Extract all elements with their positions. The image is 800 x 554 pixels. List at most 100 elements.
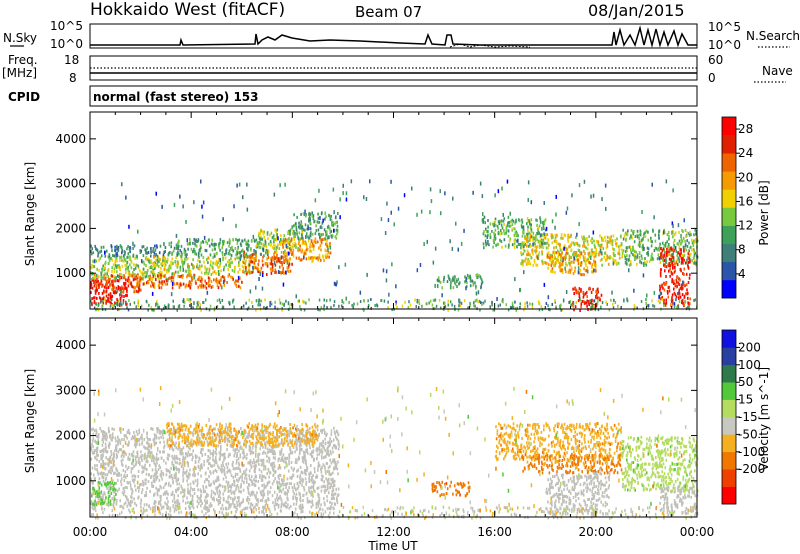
x-tick-label: 16:00 bbox=[477, 525, 512, 539]
beam-label: Beam 07 bbox=[355, 3, 422, 21]
y-tick-label: 2000 bbox=[55, 221, 86, 235]
colorbar-tick-label: -15 bbox=[738, 410, 758, 424]
data-region bbox=[482, 215, 547, 250]
y-tick-label: 1000 bbox=[55, 474, 86, 488]
power-heatmap: 1000 2000 3000 4000 bbox=[55, 111, 699, 312]
velocity-ylabel: Slant Range [km] bbox=[23, 369, 37, 473]
x-tick-label: 00:00 bbox=[680, 525, 715, 539]
colorbar-segment bbox=[722, 347, 736, 366]
colorbar-segment bbox=[722, 451, 736, 470]
cpid-label: CPID bbox=[8, 90, 40, 104]
nsearch-trace bbox=[449, 43, 531, 48]
data-region bbox=[621, 435, 699, 493]
colorbar-segment bbox=[722, 364, 736, 383]
xaxis-label: Time UT bbox=[367, 539, 418, 553]
data-region bbox=[90, 255, 167, 281]
velocity-colorbar: 200 100 50 15 -15 -50 -100 -200 bbox=[721, 329, 765, 505]
colorbar-tick-label: 20 bbox=[738, 170, 753, 184]
colorbar-segment bbox=[722, 117, 736, 136]
colorbar-segment bbox=[722, 207, 736, 226]
data-region bbox=[494, 422, 623, 462]
colorbar-segment bbox=[722, 153, 736, 172]
y-tick-label: 2000 bbox=[55, 429, 86, 443]
x-tick-label: 00:00 bbox=[73, 525, 108, 539]
power-colorbar: 4 8 12 16 20 24 28 bbox=[721, 116, 753, 299]
sparse-echoes bbox=[92, 386, 697, 516]
colorbar-segment bbox=[722, 486, 736, 505]
colorbar-segment bbox=[722, 399, 736, 418]
y-tick-label: 3000 bbox=[55, 177, 86, 191]
data-region bbox=[431, 480, 471, 498]
colorbar-tick-label: 12 bbox=[738, 219, 753, 233]
colorbar-tick-label: -100 bbox=[738, 445, 765, 459]
nsky-panel bbox=[89, 23, 698, 49]
nsky-trace bbox=[90, 25, 697, 48]
colorbar-tick-label: 4 bbox=[738, 267, 746, 281]
colorbar-tick-label: -50 bbox=[738, 427, 758, 441]
colorbar-tick-label: 16 bbox=[738, 194, 753, 208]
freq-unit: [MHz] bbox=[2, 66, 37, 80]
nave-max: 60 bbox=[708, 53, 723, 67]
colorbar-segment bbox=[722, 135, 736, 154]
y-tick-label: 4000 bbox=[55, 338, 86, 352]
colorbar-segment bbox=[722, 261, 736, 281]
data-region bbox=[90, 244, 167, 258]
colorbar-segment bbox=[722, 171, 736, 190]
nave-min: 0 bbox=[708, 71, 716, 85]
colorbar-tick-label: 200 bbox=[738, 340, 761, 354]
y-tick-label: 1000 bbox=[55, 266, 86, 280]
data-region bbox=[659, 246, 691, 308]
data-region bbox=[621, 228, 699, 267]
nsky-label: N.Sky bbox=[3, 31, 37, 45]
data-region bbox=[521, 453, 623, 475]
colorbar-tick-label: 15 bbox=[738, 393, 753, 407]
colorbar-segment bbox=[722, 469, 736, 487]
data-region bbox=[546, 250, 597, 277]
colorbar-tick-label: 28 bbox=[738, 122, 753, 136]
nsearch-label: N.Search bbox=[746, 29, 800, 43]
data-region bbox=[659, 485, 699, 516]
date-label: 08/Jan/2015 bbox=[588, 1, 685, 20]
colorbar-segment bbox=[722, 225, 736, 244]
colorbar-segment bbox=[722, 382, 736, 400]
data-region bbox=[128, 273, 243, 290]
velocity-heatmap: 1000 2000 3000 4000 00:00 04:00 08:00 12:00 16:0… bbox=[55, 317, 715, 539]
colorbar-tick-label: 24 bbox=[738, 146, 753, 160]
nsearch-max: 10^5 bbox=[708, 20, 741, 34]
data-region bbox=[255, 228, 307, 254]
nave-label: Nave bbox=[762, 64, 793, 78]
colorbar-segment bbox=[722, 417, 736, 435]
freq-label: Freq. bbox=[8, 53, 38, 67]
y-tick-label: 4000 bbox=[55, 132, 86, 146]
x-tick-label: 12:00 bbox=[376, 525, 411, 539]
x-tick-label: 08:00 bbox=[275, 525, 310, 539]
cpid-value: normal (fast stereo) 153 bbox=[93, 90, 259, 104]
colorbar-segment bbox=[722, 243, 736, 263]
sparse-echoes bbox=[93, 179, 685, 309]
freq-min: 8 bbox=[69, 71, 77, 85]
y-tick-label: 3000 bbox=[55, 383, 86, 397]
x-tick-label: 20:00 bbox=[579, 525, 614, 539]
cpid-panel bbox=[89, 85, 698, 107]
colorbar-tick-label: -200 bbox=[738, 462, 765, 476]
power-ylabel: Slant Range [km] bbox=[23, 162, 37, 266]
station-title: Hokkaido West (fitACF) bbox=[90, 0, 285, 20]
data-region bbox=[436, 273, 484, 290]
colorbar-segment bbox=[722, 434, 736, 453]
x-tick-label: 04:00 bbox=[174, 525, 209, 539]
data-region bbox=[545, 471, 610, 516]
colorbar-segment bbox=[722, 279, 736, 299]
colorbar-tick-label: 100 bbox=[738, 358, 761, 372]
colorbar-segment bbox=[722, 330, 736, 348]
nsky-max: 10^5 bbox=[50, 19, 83, 33]
colorbar-tick-label: 50 bbox=[738, 375, 753, 389]
velocity-colorbar-label: Velocity [m s^-1] bbox=[757, 367, 771, 471]
colorbars: 4 8 12 16 20 24 28 200 100 50 15 -15 -50 -100 -200 bbox=[721, 116, 765, 505]
colorbar-segment bbox=[722, 189, 736, 208]
freq-max: 18 bbox=[64, 53, 79, 67]
data-region bbox=[293, 211, 339, 241]
power-colorbar-label: Power [dB] bbox=[757, 180, 771, 245]
data-region bbox=[166, 422, 319, 448]
data-region bbox=[167, 237, 269, 258]
colorbar-tick-label: 8 bbox=[738, 243, 746, 257]
